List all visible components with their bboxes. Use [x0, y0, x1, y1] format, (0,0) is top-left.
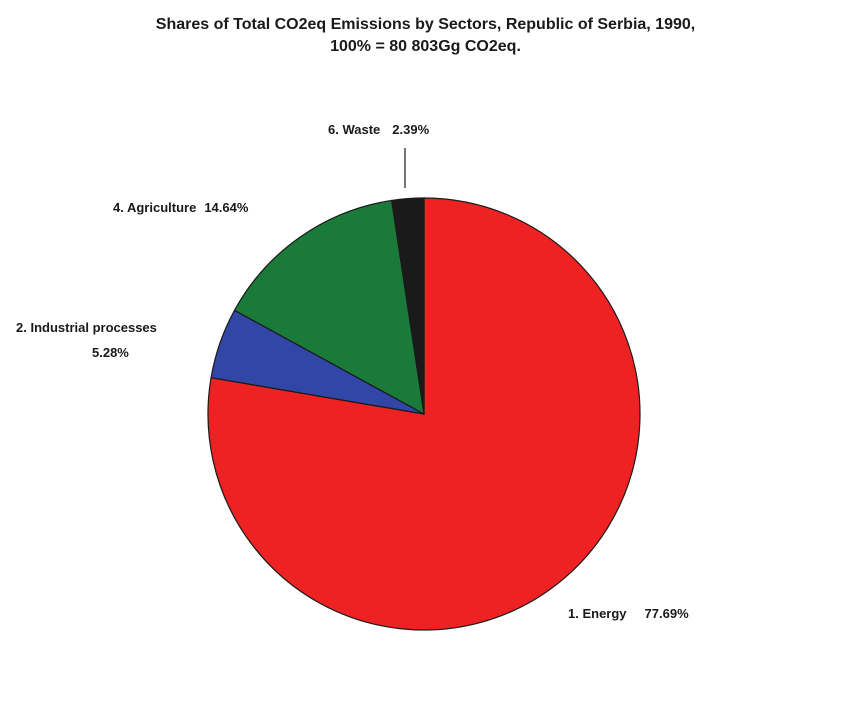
slice-label-waste: 6. Waste 2.39%: [328, 122, 430, 137]
pie-slice-agriculture: [233, 199, 425, 416]
slice-label-energy: 1. Energy 77.69%: [568, 606, 689, 621]
chart-title: Shares of Total CO2eq Emissions by Secto…: [155, 16, 696, 33]
pie-slices: [207, 197, 641, 631]
chart-title-block: Shares of Total CO2eq Emissions by Secto…: [0, 14, 851, 58]
slice-label-agriculture: 4. Agriculture 14.64%: [113, 200, 249, 215]
slice-label-industrial: 2. Industrial processes: [16, 320, 157, 335]
chart-subtitle: 100% = 80 803Gg CO2eq.: [330, 38, 521, 55]
slice-value-industrial: 5.28%: [92, 345, 129, 360]
pie-slice-waste: [391, 197, 425, 415]
